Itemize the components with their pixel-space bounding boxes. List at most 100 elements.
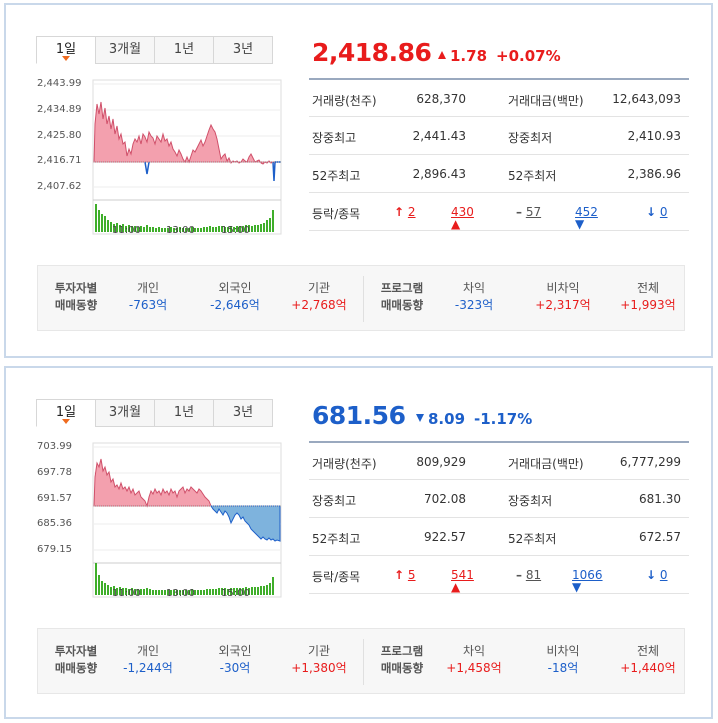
stat-label: 52주최고 [312,532,361,546]
stat-value: 809,929 [416,455,466,469]
chart-svg [92,79,282,235]
active-tab-marker [62,56,70,61]
stat-row: 장중최고 702.08 장중최저 681.30 [309,479,689,517]
x-tick-label: 15:00 [221,588,250,599]
tab-1year[interactable]: 1년 [154,36,214,64]
upper-limit-icon: ↑ [394,568,405,582]
stats-table: 거래량(천주) 809,929 거래대금(백만) 6,777,299 장중최고 … [309,441,689,594]
kospi-panel: 1일 3개월 1년 3년 2,443.99 2,434.89 2,425.80 … [4,3,713,358]
up-arrow-icon [438,51,446,59]
investor-individual: 개인 -763억 [128,281,168,312]
stat-label: 거래대금(백만) [508,457,584,471]
stat-label: 장중최저 [508,494,553,508]
stat-value: 681.30 [639,492,681,506]
intraday-chart: 2,443.99 2,434.89 2,425.80 2,416.71 2,40… [37,64,282,236]
price-dip-line-end [272,161,281,182]
investor-trends: 투자자별 매매동향 개인 -763억 외국인 -2,646억 기관 +2,768억 프로… [37,265,685,331]
stat-label: 거래량(천주) [312,457,377,471]
period-tabs: 1일 3개월 1년 3년 [36,399,273,427]
stats-bottom-border [309,593,689,594]
tab-3year[interactable]: 3년 [213,36,273,64]
x-tick-label: 13:00 [166,588,195,599]
stat-label: 장중최고 [312,131,357,145]
stat-value: 2,386.96 [627,167,681,181]
stat-row: 거래량(천주) 628,370 거래대금(백만) 12,643,093 [309,78,689,116]
y-tick-label: 2,416.71 [37,155,82,166]
stat-value: 2,896.43 [412,167,466,181]
lower-limit-link[interactable]: ↓ 0 [646,205,668,219]
lower-limit-icon: ↓ [646,205,657,219]
updown-label: 등락/종목 [312,570,361,584]
flat-link[interactable]: – 81 [516,568,542,582]
tab-1day[interactable]: 1일 [36,36,96,64]
lower-limit-link[interactable]: ↓ 0 [646,568,668,582]
updown-row: 등락/종목 ↑ 5 ▲ 541 – 81 ▼ 1066 ↓ 0 [309,555,689,594]
stat-value: 2,441.43 [412,129,466,143]
tab-3month[interactable]: 3개월 [95,399,155,427]
investor-title: 투자자별 매매동향 [54,644,98,675]
upper-limit-icon: ↑ [394,205,405,219]
investor-foreign: 외국인 -30억 [218,644,252,675]
flat-icon: – [516,568,522,582]
price-area-up [93,458,212,508]
flat-link[interactable]: – 57 [516,205,542,219]
index-price: 681.56 [312,401,406,430]
program-arbitrage: 차익 -323억 [454,281,494,312]
investor-institution: 기관 +2,768억 [291,281,347,312]
change-percent: -1.17% [474,410,533,428]
stat-value: 6,777,299 [619,455,681,469]
intraday-chart: 703.99 697.78 691.57 685.36 679.15 11:00… [37,427,282,599]
investor-foreign: 외국인 -2,646억 [210,281,260,312]
investor-institution: 기관 +1,380억 [291,644,347,675]
upper-limit-link[interactable]: ↑ 2 [394,205,416,219]
stat-value: 672.57 [639,530,681,544]
y-tick-label: 697.78 [37,467,72,478]
rise-icon: ▲ [451,217,461,231]
stat-label: 장중최저 [508,131,553,145]
stat-label: 52주최고 [312,169,361,183]
stat-label: 장중최고 [312,494,357,508]
change-percent: +0.07% [496,47,561,65]
stat-value: 922.57 [424,530,466,544]
fall-icon: ▼ [575,217,585,231]
y-tick-label: 2,425.80 [37,130,82,141]
tab-3year[interactable]: 3년 [213,399,273,427]
stat-label: 거래대금(백만) [508,94,584,108]
stat-value: 12,643,093 [612,92,681,106]
tab-1day[interactable]: 1일 [36,399,96,427]
investor-individual: 개인 -1,244억 [123,644,173,675]
price-dip-line [144,161,150,175]
fall-link[interactable]: ▼ 1066 [572,568,603,594]
y-tick-label: 2,443.99 [37,78,82,89]
program-total: 전체 +1,993억 [620,281,676,312]
stats-bottom-border [309,230,689,231]
x-tick-label: 15:00 [221,225,250,236]
tab-1year[interactable]: 1년 [154,399,214,427]
x-tick-label: 13:00 [166,225,195,236]
program-non-arbitrage: 비차익 -18억 [546,644,580,675]
fall-link[interactable]: ▼ 452 [575,205,598,231]
stat-label: 52주최저 [508,532,557,546]
updown-label: 등락/종목 [312,207,361,221]
rise-link[interactable]: ▲ 430 [451,205,474,231]
rise-link[interactable]: ▲ 541 [451,568,474,594]
program-non-arbitrage: 비차익 +2,317억 [535,281,591,312]
y-tick-label: 691.57 [37,493,72,504]
price-area [93,101,278,165]
lower-limit-icon: ↓ [646,568,657,582]
price-area-down [210,505,281,542]
stat-row: 장중최고 2,441.43 장중최저 2,410.93 [309,116,689,154]
chart-svg [92,442,282,598]
y-tick-label: 685.36 [37,518,72,529]
updown-row: 등락/종목 ↑ 2 ▲ 430 – 57 ▼ 452 ↓ 0 [309,192,689,231]
x-tick-label: 11:00 [112,588,141,599]
stat-row: 52주최고 922.57 52주최저 672.57 [309,517,689,555]
volume-bars [95,563,274,595]
rise-icon: ▲ [451,580,461,594]
tab-3month[interactable]: 3개월 [95,36,155,64]
upper-limit-link[interactable]: ↑ 5 [394,568,416,582]
volume-bars [95,204,274,232]
program-title: 프로그램 매매동향 [380,281,424,312]
program-title: 프로그램 매매동향 [380,644,424,675]
stat-value: 2,410.93 [627,129,681,143]
